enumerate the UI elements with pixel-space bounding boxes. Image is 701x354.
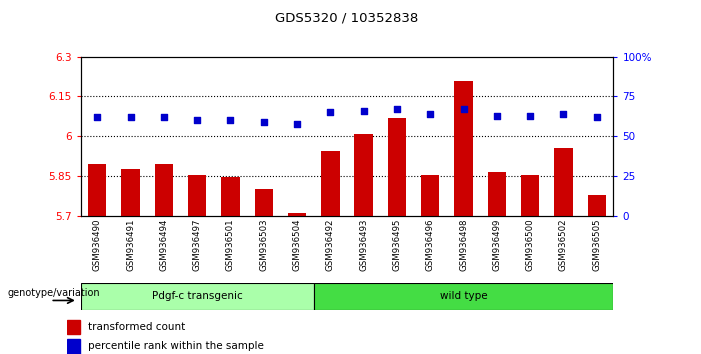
Bar xyxy=(587,195,606,216)
Text: transformed count: transformed count xyxy=(88,322,185,332)
Text: GSM936495: GSM936495 xyxy=(393,219,402,271)
Text: GSM936491: GSM936491 xyxy=(126,219,135,271)
Bar xyxy=(388,118,406,216)
Text: GSM936505: GSM936505 xyxy=(592,219,601,271)
Bar xyxy=(67,339,80,354)
Text: GSM936504: GSM936504 xyxy=(292,219,301,271)
Bar xyxy=(521,175,539,216)
Point xyxy=(558,111,569,117)
Bar xyxy=(222,177,240,216)
Bar xyxy=(355,134,373,216)
Text: GSM936493: GSM936493 xyxy=(359,219,368,271)
Bar xyxy=(421,175,440,216)
Text: GSM936496: GSM936496 xyxy=(426,219,435,271)
Text: GSM936494: GSM936494 xyxy=(159,219,168,271)
Point xyxy=(92,114,103,120)
Point xyxy=(524,113,536,118)
Point xyxy=(125,114,136,120)
Point xyxy=(258,119,269,125)
Point xyxy=(292,121,303,126)
Text: wild type: wild type xyxy=(440,291,487,302)
Point xyxy=(225,118,236,123)
Point xyxy=(591,114,602,120)
Text: GSM936503: GSM936503 xyxy=(259,219,268,271)
Text: GSM936501: GSM936501 xyxy=(226,219,235,271)
Bar xyxy=(454,81,472,216)
Text: genotype/variation: genotype/variation xyxy=(7,288,100,298)
Point xyxy=(325,110,336,115)
Text: GSM936492: GSM936492 xyxy=(326,219,335,271)
Text: GSM936490: GSM936490 xyxy=(93,219,102,271)
Point xyxy=(158,114,170,120)
Text: GDS5320 / 10352838: GDS5320 / 10352838 xyxy=(275,12,418,25)
Bar xyxy=(121,170,139,216)
Text: Pdgf-c transgenic: Pdgf-c transgenic xyxy=(152,291,243,302)
Bar xyxy=(321,151,339,216)
Point xyxy=(491,113,503,118)
Bar xyxy=(67,320,80,334)
Bar xyxy=(88,164,107,216)
Text: percentile rank within the sample: percentile rank within the sample xyxy=(88,341,264,352)
Bar xyxy=(155,164,173,216)
Text: GSM936502: GSM936502 xyxy=(559,219,568,271)
Bar xyxy=(314,283,613,310)
Bar xyxy=(188,175,206,216)
Text: GSM936498: GSM936498 xyxy=(459,219,468,271)
Text: GSM936499: GSM936499 xyxy=(492,219,501,271)
Bar xyxy=(488,172,506,216)
Point xyxy=(191,118,203,123)
Bar xyxy=(554,148,573,216)
Bar xyxy=(81,283,314,310)
Point xyxy=(358,108,369,114)
Text: GSM936497: GSM936497 xyxy=(193,219,202,271)
Text: GSM936500: GSM936500 xyxy=(526,219,535,271)
Point xyxy=(391,107,402,112)
Point xyxy=(425,111,436,117)
Point xyxy=(458,107,469,112)
Bar xyxy=(254,189,273,216)
Bar xyxy=(288,213,306,216)
